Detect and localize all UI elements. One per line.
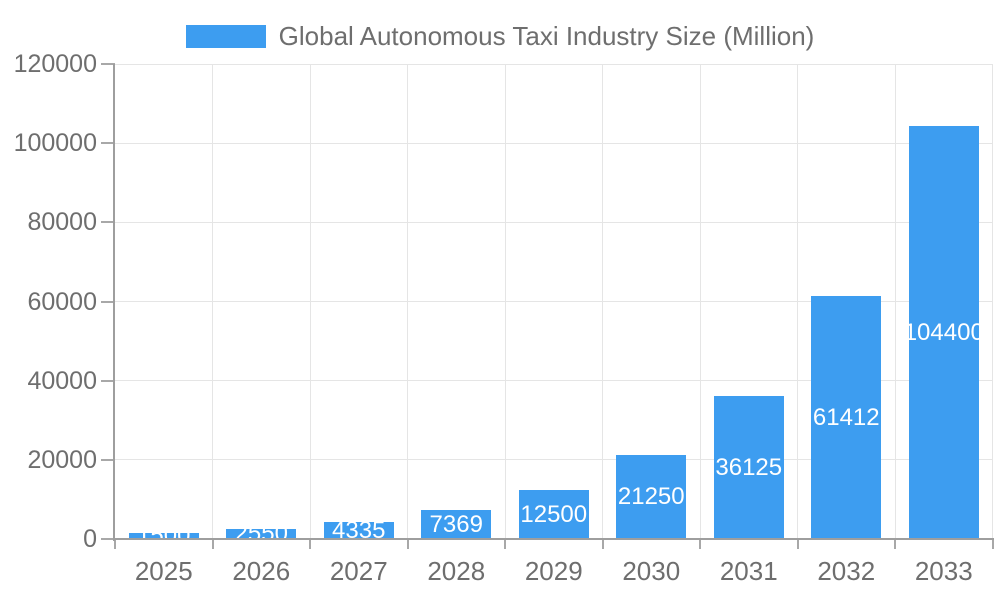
- y-tick: [101, 379, 115, 382]
- x-gridline: [309, 64, 311, 539]
- bar[interactable]: 21250: [616, 455, 687, 539]
- bar[interactable]: 12500: [518, 490, 589, 539]
- bar-value-label: 104400: [908, 318, 979, 346]
- x-tick: [114, 540, 116, 549]
- y-gridline: [115, 63, 993, 65]
- x-axis-label: 2032: [817, 556, 876, 586]
- bar-value-label: 36125: [715, 453, 783, 481]
- x-axis-label: 2030: [622, 556, 681, 586]
- x-tick: [309, 540, 311, 549]
- x-tick: [211, 540, 214, 549]
- x-tick: [894, 540, 896, 549]
- y-tick: [101, 300, 115, 303]
- x-tick: [504, 540, 506, 549]
- x-axis-label: 2031: [719, 556, 778, 586]
- x-gridline: [992, 64, 993, 539]
- x-gridline: [699, 64, 701, 539]
- bar[interactable]: 1500: [128, 533, 199, 539]
- y-gridline: [115, 142, 993, 144]
- x-axis-line: [113, 538, 994, 540]
- y-tick: [101, 63, 115, 65]
- y-axis-label: 100000: [13, 129, 97, 158]
- bar[interactable]: 4335: [323, 522, 394, 539]
- x-axis-label: 2026: [232, 556, 291, 586]
- y-axis-label: 60000: [27, 287, 97, 316]
- bar-value-label: 1500: [137, 533, 190, 539]
- x-gridline: [797, 64, 798, 539]
- y-axis-label: 20000: [27, 445, 97, 474]
- y-gridline: [115, 459, 993, 461]
- y-axis-label: 0: [83, 525, 97, 553]
- x-axis-label: 2029: [524, 556, 583, 586]
- legend-swatch-icon: [185, 25, 266, 48]
- x-tick: [991, 540, 994, 549]
- y-tick: [101, 538, 115, 540]
- bar[interactable]: 61412: [811, 296, 882, 539]
- y-axis-line: [113, 64, 115, 541]
- x-gridline: [407, 64, 408, 539]
- bar[interactable]: 36125: [713, 396, 784, 539]
- x-gridline: [894, 64, 896, 539]
- bar[interactable]: 2550: [226, 529, 297, 539]
- bar-value-label: 2550: [235, 529, 288, 539]
- y-axis-label: 120000: [13, 50, 97, 78]
- y-tick: [101, 458, 115, 461]
- x-tick: [796, 540, 799, 549]
- bar-value-label: 12500: [520, 500, 588, 528]
- x-tick: [699, 540, 701, 549]
- x-axis-label: 2025: [134, 556, 193, 586]
- bar-value-label: 7369: [429, 510, 483, 538]
- x-tick: [406, 540, 409, 549]
- y-axis-label: 80000: [27, 208, 97, 237]
- y-tick: [101, 142, 115, 145]
- y-axis-label: 40000: [27, 366, 97, 395]
- y-tick: [101, 221, 115, 224]
- bar-value-label: 4335: [332, 522, 386, 539]
- bar-value-label: 21250: [617, 483, 685, 510]
- bar[interactable]: 104400: [908, 126, 979, 539]
- y-gridline: [115, 380, 993, 382]
- x-axis-label: 2033: [914, 556, 973, 586]
- x-tick: [601, 540, 604, 549]
- legend-label: Global Autonomous Taxi Industry Size (Mi…: [278, 21, 815, 51]
- x-gridline: [212, 64, 213, 539]
- x-gridline: [504, 64, 506, 539]
- bar-value-label: 61412: [812, 403, 880, 431]
- x-axis-label: 2028: [427, 556, 486, 586]
- x-axis-label: 2027: [329, 556, 388, 586]
- y-gridline: [115, 221, 993, 223]
- legend[interactable]: Global Autonomous Taxi Industry Size (Mi…: [0, 21, 1000, 52]
- y-gridline: [115, 301, 993, 302]
- x-gridline: [602, 64, 603, 539]
- bar[interactable]: 7369: [421, 510, 492, 539]
